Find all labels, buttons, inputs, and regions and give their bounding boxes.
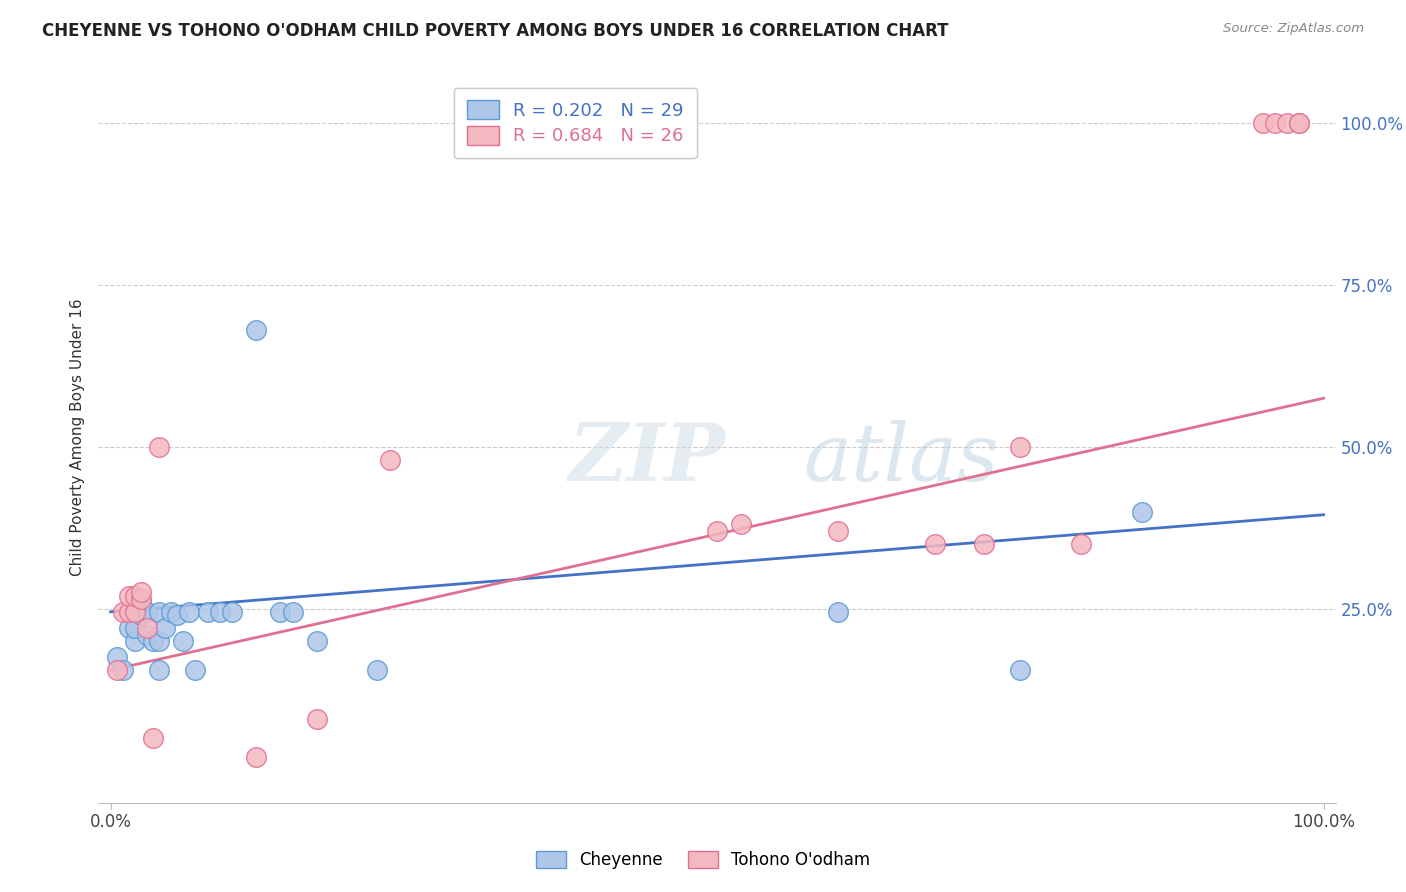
Point — [706, 524, 728, 538]
Point — [221, 605, 243, 619]
Point — [136, 627, 159, 641]
Point — [142, 731, 165, 745]
Point — [136, 605, 159, 619]
Point — [973, 537, 995, 551]
Point — [105, 650, 128, 665]
Point — [208, 605, 231, 619]
Point — [305, 634, 328, 648]
Point — [124, 589, 146, 603]
Point — [730, 517, 752, 532]
Point — [1010, 440, 1032, 454]
Point — [166, 608, 188, 623]
Point — [172, 634, 194, 648]
Point — [111, 663, 134, 677]
Point — [129, 595, 152, 609]
Point — [1251, 116, 1274, 130]
Point — [179, 605, 201, 619]
Point — [148, 440, 170, 454]
Point — [269, 605, 291, 619]
Text: ZIP: ZIP — [568, 420, 725, 498]
Point — [129, 585, 152, 599]
Point — [1130, 504, 1153, 518]
Point — [129, 608, 152, 623]
Point — [366, 663, 388, 677]
Point — [378, 452, 401, 467]
Point — [245, 323, 267, 337]
Point — [148, 634, 170, 648]
Point — [1264, 116, 1286, 130]
Point — [1010, 663, 1032, 677]
Point — [924, 537, 946, 551]
Point — [129, 591, 152, 606]
Point — [1288, 116, 1310, 130]
Point — [197, 605, 219, 619]
Point — [1070, 537, 1092, 551]
Point — [118, 589, 141, 603]
Point — [118, 621, 141, 635]
Point — [111, 605, 134, 619]
Point — [245, 750, 267, 764]
Point — [305, 712, 328, 726]
Text: Source: ZipAtlas.com: Source: ZipAtlas.com — [1223, 22, 1364, 36]
Point — [827, 605, 849, 619]
Point — [124, 621, 146, 635]
Text: atlas: atlas — [804, 420, 1000, 498]
Legend: R = 0.202   N = 29, R = 0.684   N = 26: R = 0.202 N = 29, R = 0.684 N = 26 — [454, 87, 696, 158]
Point — [124, 634, 146, 648]
Point — [142, 634, 165, 648]
Point — [160, 605, 183, 619]
Point — [153, 621, 176, 635]
Point — [827, 524, 849, 538]
Point — [118, 605, 141, 619]
Legend: Cheyenne, Tohono O'odham: Cheyenne, Tohono O'odham — [526, 841, 880, 880]
Point — [148, 605, 170, 619]
Point — [1288, 116, 1310, 130]
Point — [148, 663, 170, 677]
Point — [184, 663, 207, 677]
Point — [281, 605, 304, 619]
Point — [124, 605, 146, 619]
Y-axis label: Child Poverty Among Boys Under 16: Child Poverty Among Boys Under 16 — [69, 298, 84, 576]
Point — [105, 663, 128, 677]
Point — [136, 621, 159, 635]
Text: CHEYENNE VS TOHONO O'ODHAM CHILD POVERTY AMONG BOYS UNDER 16 CORRELATION CHART: CHEYENNE VS TOHONO O'ODHAM CHILD POVERTY… — [42, 22, 949, 40]
Point — [1275, 116, 1298, 130]
